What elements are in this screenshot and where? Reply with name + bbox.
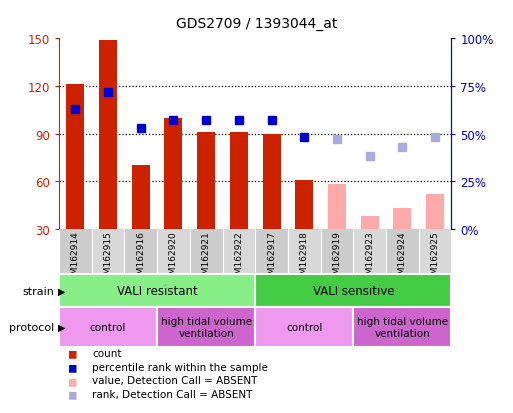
Bar: [255, 308, 353, 347]
Text: GSM162916: GSM162916: [136, 230, 145, 285]
Text: GSM162923: GSM162923: [365, 230, 374, 285]
Text: high tidal volume
ventilation: high tidal volume ventilation: [161, 316, 252, 338]
Text: value, Detection Call = ABSENT: value, Detection Call = ABSENT: [92, 375, 258, 385]
Bar: [419, 229, 451, 275]
Text: GSM162918: GSM162918: [300, 230, 309, 285]
Bar: [66, 85, 84, 229]
Bar: [353, 229, 386, 275]
Bar: [353, 308, 451, 347]
Bar: [361, 216, 379, 229]
Text: ■: ■: [69, 387, 77, 401]
Bar: [263, 134, 281, 229]
Bar: [190, 229, 223, 275]
Bar: [99, 41, 117, 229]
Text: GSM162921: GSM162921: [202, 230, 211, 285]
Text: control: control: [90, 322, 126, 332]
Bar: [255, 275, 451, 308]
Bar: [255, 229, 288, 275]
Bar: [59, 308, 157, 347]
Bar: [132, 166, 150, 229]
Text: ▶: ▶: [58, 286, 66, 296]
Text: GDS2709 / 1393044_at: GDS2709 / 1393044_at: [176, 17, 337, 31]
Text: GSM162922: GSM162922: [234, 230, 243, 285]
Text: GSM162919: GSM162919: [332, 230, 342, 285]
Text: GSM162915: GSM162915: [104, 230, 112, 285]
Text: ■: ■: [69, 347, 77, 360]
Text: count: count: [92, 348, 122, 358]
Bar: [157, 308, 255, 347]
Bar: [223, 229, 255, 275]
Text: rank, Detection Call = ABSENT: rank, Detection Call = ABSENT: [92, 389, 253, 399]
Bar: [230, 133, 248, 229]
Bar: [426, 195, 444, 229]
Bar: [197, 133, 215, 229]
Text: percentile rank within the sample: percentile rank within the sample: [92, 362, 268, 372]
Bar: [59, 229, 92, 275]
Text: ■: ■: [69, 374, 77, 387]
Bar: [124, 229, 157, 275]
Text: ■: ■: [69, 360, 77, 373]
Bar: [92, 229, 125, 275]
Bar: [295, 180, 313, 229]
Text: VALI sensitive: VALI sensitive: [312, 285, 394, 298]
Text: control: control: [286, 322, 323, 332]
Text: ▶: ▶: [58, 322, 66, 332]
Text: high tidal volume
ventilation: high tidal volume ventilation: [357, 316, 448, 338]
Bar: [165, 119, 183, 229]
Text: protocol: protocol: [9, 322, 54, 332]
Text: strain: strain: [22, 286, 54, 296]
Bar: [157, 229, 190, 275]
Text: GSM162914: GSM162914: [71, 230, 80, 285]
Text: GSM162920: GSM162920: [169, 230, 178, 285]
Bar: [59, 275, 255, 308]
Text: GSM162924: GSM162924: [398, 230, 407, 285]
Text: VALI resistant: VALI resistant: [117, 285, 198, 298]
Bar: [386, 229, 419, 275]
Bar: [288, 229, 321, 275]
Bar: [328, 185, 346, 229]
Bar: [393, 209, 411, 229]
Text: GSM162925: GSM162925: [430, 230, 440, 285]
Bar: [321, 229, 353, 275]
Text: GSM162917: GSM162917: [267, 230, 276, 285]
